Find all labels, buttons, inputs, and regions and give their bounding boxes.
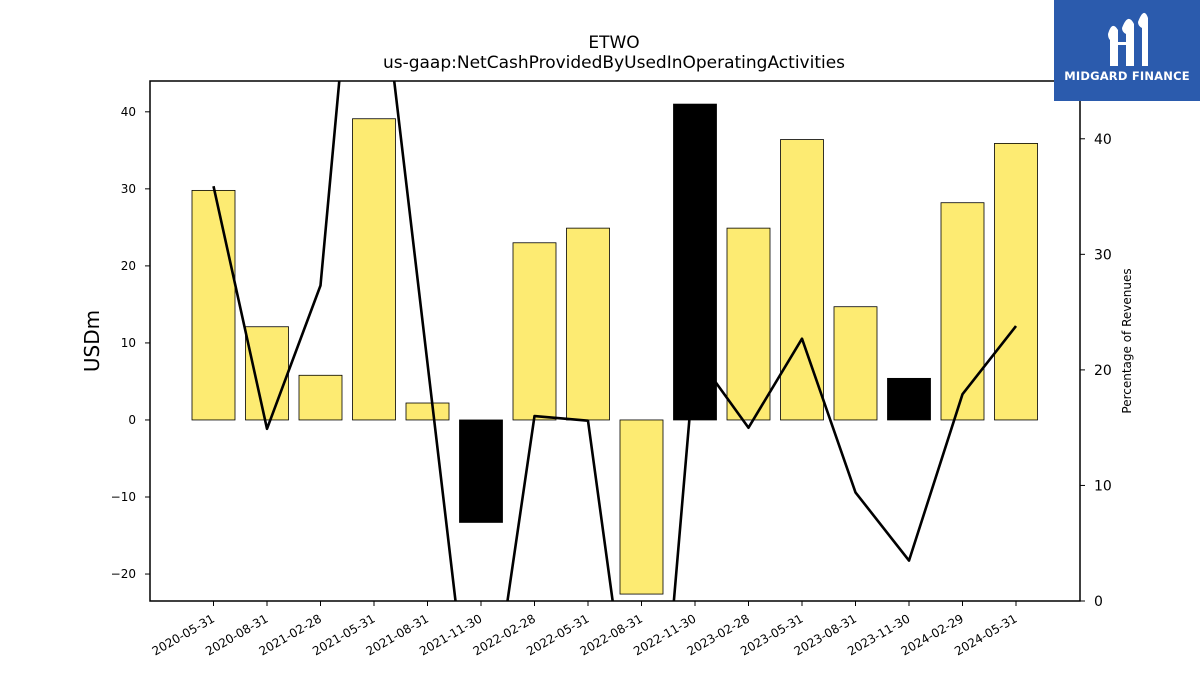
plot-frame [149, 80, 1081, 602]
bar [298, 374, 343, 421]
bar [833, 306, 878, 421]
bar [405, 402, 450, 421]
bar [512, 242, 557, 421]
bar [940, 202, 985, 421]
chart-subtitle: us-gaap:NetCashProvidedByUsedInOperating… [383, 53, 845, 73]
bar [566, 227, 610, 421]
bar [191, 189, 236, 421]
y2-axis-label: Percentage of Revenues [1120, 268, 1134, 413]
bar [726, 227, 771, 421]
bar [459, 419, 503, 523]
bar [780, 139, 824, 421]
y2-tick-label: 20 [1094, 363, 1112, 379]
y2-tick-label: 10 [1094, 478, 1112, 494]
y-tick-label: 30 [121, 182, 136, 196]
y2-tick-label: 40 [1094, 132, 1112, 148]
percentage-line [212, 81, 1018, 601]
midgard-finance-logo: MIDGARD FINANCE [1054, 0, 1200, 101]
y2-tick-label: 30 [1094, 247, 1112, 263]
y-tick-label: −10 [111, 490, 136, 504]
y-tick-label: −20 [111, 567, 136, 581]
bars [191, 103, 1038, 595]
bar [352, 118, 396, 421]
midgard-logo-icon [1108, 12, 1148, 66]
y-tick-label: 40 [121, 105, 136, 119]
y-tick-label: 20 [121, 259, 136, 273]
bar [887, 377, 931, 421]
plot-area: −20−100102030400102030402020-05-312020-0… [111, 80, 1112, 658]
line-series-group [212, 81, 1018, 601]
chart-title: ETWO [588, 33, 639, 53]
y2-tick-label: 0 [1094, 594, 1103, 610]
bar [994, 142, 1038, 421]
y-tick-label: 0 [128, 413, 136, 427]
bar [619, 419, 664, 595]
y-tick-label: 10 [121, 336, 136, 350]
logo-text: MIDGARD FINANCE [1064, 69, 1190, 83]
bar [245, 326, 289, 421]
y-axis-label: USDm [80, 310, 104, 372]
